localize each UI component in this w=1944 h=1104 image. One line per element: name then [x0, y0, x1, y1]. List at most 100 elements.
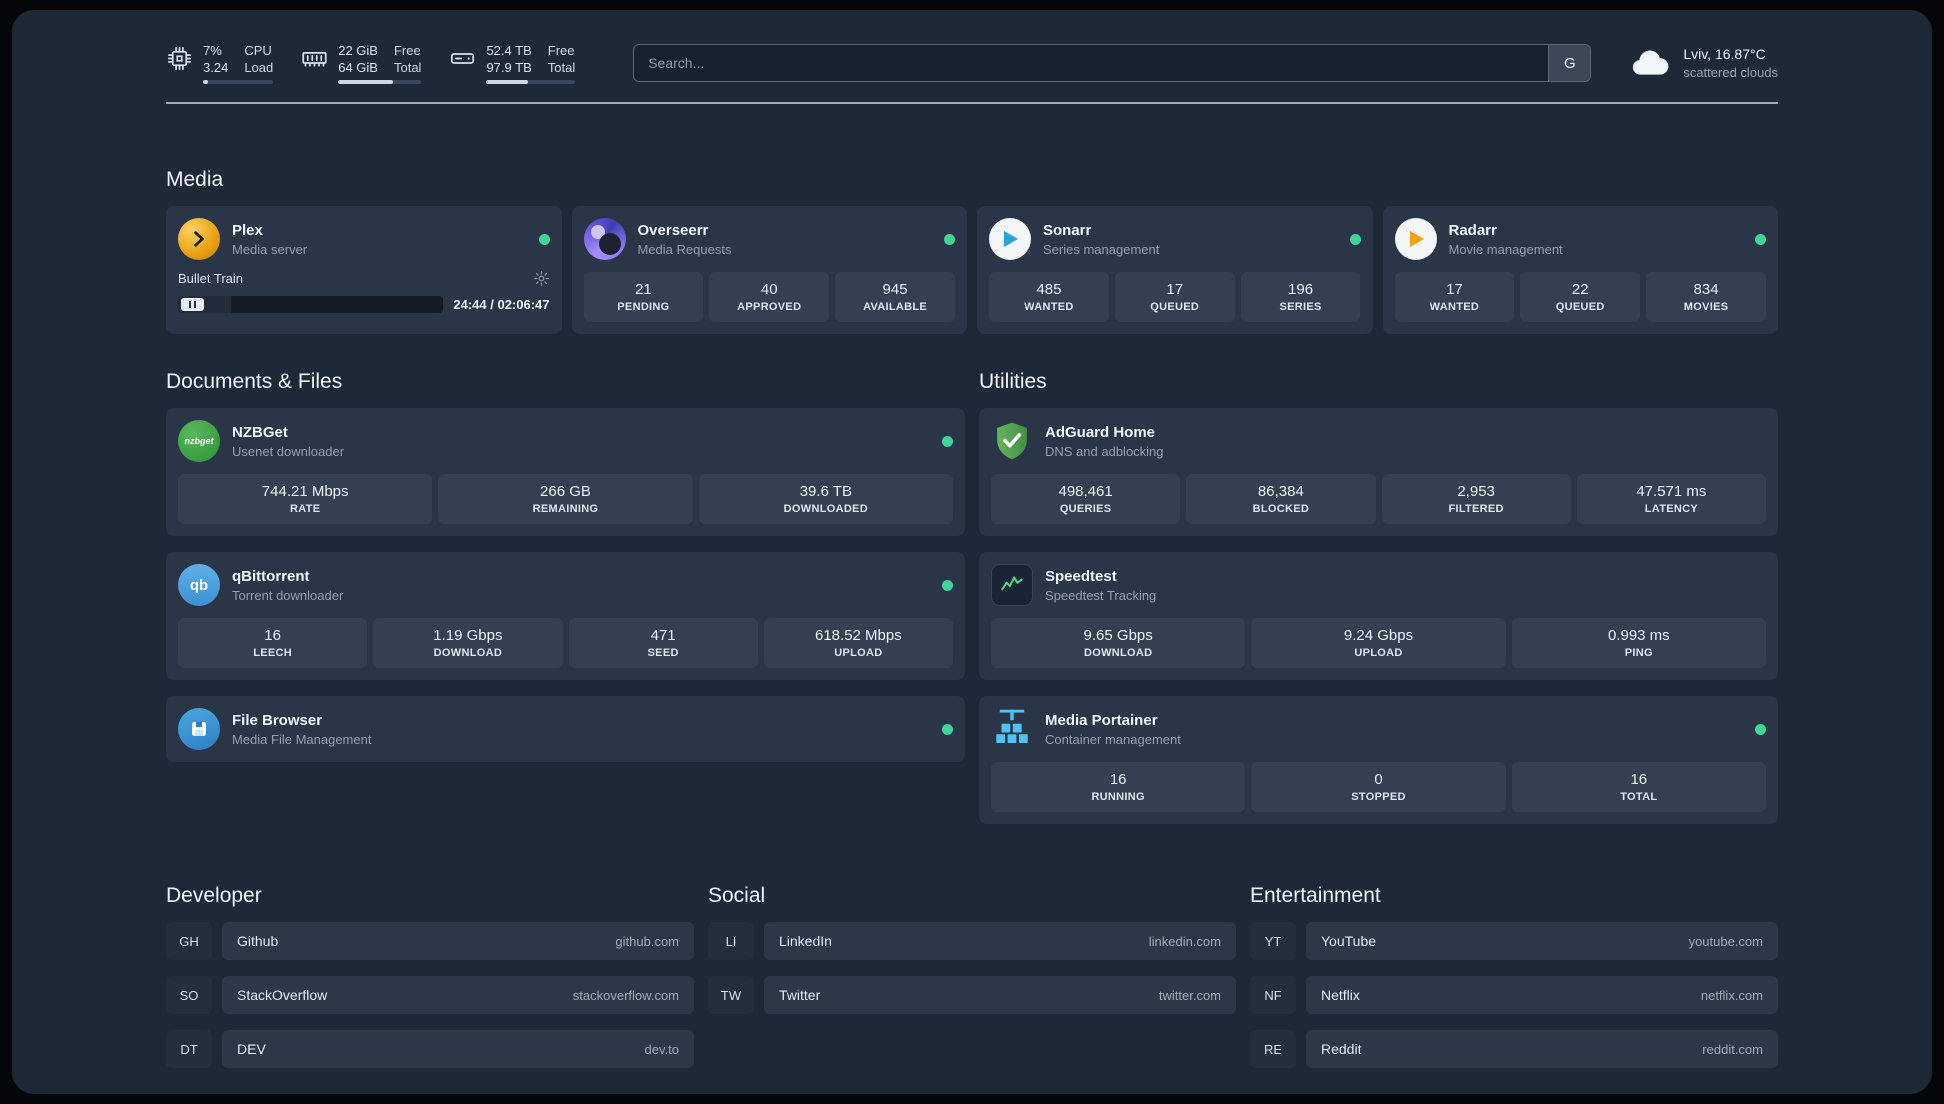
- overseerr-icon: [583, 218, 626, 260]
- stat-tile: 0 STOPPED: [1251, 762, 1506, 812]
- stat-tile: 86,384 BLOCKED: [1186, 474, 1376, 524]
- service-description: Torrent downloader: [232, 587, 344, 603]
- disk-total-value: 97.9 TB: [486, 60, 532, 75]
- service-name: Plex: [232, 221, 263, 239]
- service-card-radarr[interactable]: Radarr Movie management 17 WANTED 22 QUEUE…: [1382, 206, 1778, 334]
- disk-icon: [449, 45, 476, 72]
- service-card-sonarr[interactable]: Sonarr Series management 485 WANTED 17 QUE…: [977, 206, 1373, 334]
- playback-progress-bar[interactable]: [178, 296, 444, 313]
- bookmark-url: github.com: [615, 933, 679, 949]
- service-name: Speedtest: [1045, 567, 1117, 585]
- service-card-qbittorrent[interactable]: qb qBittorrent Torrent downloader 16 LEEC…: [166, 552, 965, 680]
- bookmark-abbr: NF: [1250, 976, 1296, 1014]
- cpu-load-value: 3.24: [203, 60, 229, 75]
- status-dot: [944, 233, 955, 245]
- stat-tile: 22 QUEUED: [1520, 272, 1641, 322]
- cpu-label: CPU: [244, 43, 272, 58]
- service-card-adguard[interactable]: AdGuard Home DNS and adblocking 498,461 Q…: [979, 408, 1778, 536]
- stat-tile: 0.993 ms PING: [1511, 618, 1766, 668]
- bookmark-abbr: DT: [166, 1030, 212, 1068]
- stat-tile: 618.52 Mbps UPLOAD: [763, 618, 953, 668]
- bookmark-abbr: LI: [708, 922, 754, 960]
- search-bar: G: [633, 44, 1592, 82]
- bookmark-url: reddit.com: [1702, 1041, 1763, 1057]
- stat-tile: 2,953 FILTERED: [1381, 474, 1571, 524]
- service-card-nzbget[interactable]: nzbget NZBGet Usenet downloader 744.21 M…: [166, 408, 965, 536]
- stat-tile: 17 QUEUED: [1114, 272, 1235, 322]
- status-dot: [942, 723, 953, 735]
- bookmark-name: StackOverflow: [237, 987, 328, 1003]
- stat-tile: 9.24 Gbps UPLOAD: [1251, 618, 1506, 668]
- bookmark-dev[interactable]: DT DEV dev.to: [166, 1030, 694, 1068]
- bookmark-reddit[interactable]: RE Reddit reddit.com: [1250, 1030, 1778, 1068]
- stat-tile: 498,461 QUERIES: [991, 474, 1181, 524]
- bookmark-abbr: GH: [166, 922, 212, 960]
- sonarr-icon: [989, 218, 1031, 260]
- gear-icon[interactable]: [533, 270, 550, 287]
- cpu-load-label: Load: [244, 60, 274, 75]
- service-card-filebrowser[interactable]: File Browser Media File Management: [166, 696, 965, 762]
- bookmark-name: Netflix: [1321, 987, 1360, 1003]
- stat-tile: 39.6 TB DOWNLOADED: [698, 474, 953, 524]
- stat-tile: 21 PENDING: [583, 272, 704, 322]
- disk-widget: 52.4 TB Free 97.9 TB Total: [449, 42, 576, 84]
- pause-icon[interactable]: [181, 298, 204, 311]
- bookmark-url: linkedin.com: [1148, 933, 1221, 949]
- bookmark-url: dev.to: [644, 1041, 679, 1057]
- status-dot: [1349, 233, 1361, 245]
- bookmark-abbr: YT: [1250, 922, 1296, 960]
- bookmark-name: Reddit: [1321, 1041, 1362, 1057]
- search-input[interactable]: [634, 45, 1549, 81]
- section-title-developer: Developer: [166, 884, 262, 907]
- section-title-entertainment: Entertainment: [1250, 884, 1381, 907]
- topbar-divider: [166, 102, 1778, 104]
- service-name: qBittorrent: [232, 567, 310, 585]
- plex-icon: [178, 218, 220, 260]
- qbittorrent-icon: qb: [178, 564, 220, 606]
- portainer-icon: [991, 708, 1033, 750]
- service-name: Sonarr: [1043, 221, 1092, 239]
- bookmark-url: netflix.com: [1700, 987, 1763, 1003]
- stat-tile: 1.19 Gbps DOWNLOAD: [373, 618, 563, 668]
- disk-progress-bar: [486, 80, 576, 84]
- status-dot: [1755, 233, 1766, 245]
- stat-tile: 196 SERIES: [1240, 272, 1361, 322]
- search-provider-button[interactable]: G: [1548, 45, 1591, 81]
- adguard-icon: [991, 420, 1033, 462]
- memory-widget: 22 GiB Free 64 GiB Total: [301, 42, 422, 84]
- service-card-portainer[interactable]: Media Portainer Container management 16 R…: [979, 696, 1778, 824]
- bookmark-url: stackoverflow.com: [572, 987, 679, 1003]
- bookmark-github[interactable]: GH Github github.com: [166, 922, 694, 960]
- speedtest-icon: [991, 564, 1033, 606]
- stat-tile: 266 GB REMAINING: [438, 474, 693, 524]
- status-dot: [1755, 723, 1766, 735]
- service-description: Series management: [1043, 241, 1160, 257]
- stat-tile: 471 SEED: [568, 618, 758, 668]
- status-dot: [942, 435, 953, 447]
- bookmark-abbr: TW: [708, 976, 754, 1014]
- service-description: Media server: [232, 241, 308, 257]
- bookmark-twitter[interactable]: TW Twitter twitter.com: [708, 976, 1236, 1014]
- bookmark-linkedin[interactable]: LI LinkedIn linkedin.com: [708, 922, 1236, 960]
- service-card-overseerr[interactable]: Overseerr Media Requests 21 PENDING 40 APP…: [571, 206, 967, 334]
- bookmark-name: Twitter: [779, 987, 821, 1003]
- dashboard: 7% CPU 3.24 Load 22: [12, 10, 1932, 1094]
- bookmark-netflix[interactable]: NF Netflix netflix.com: [1250, 976, 1778, 1014]
- cpu-progress-bar: [203, 80, 274, 84]
- service-card-plex[interactable]: Plex Media server Bullet Train: [166, 206, 562, 334]
- bookmark-stackoverflow[interactable]: SO StackOverflow stackoverflow.com: [166, 976, 694, 1014]
- bookmark-url: youtube.com: [1688, 933, 1763, 949]
- now-playing-title: Bullet Train: [178, 271, 244, 286]
- status-dot: [538, 233, 550, 245]
- cpu-usage: 7%: [203, 43, 222, 58]
- cloud-icon: [1629, 47, 1671, 79]
- bookmark-group-social: Social LI LinkedIn linkedin.com TW Twitt…: [708, 884, 1236, 1014]
- service-card-speedtest[interactable]: Speedtest Speedtest Tracking 9.65 Gbps DO…: [979, 552, 1778, 680]
- memory-free-label: Free: [393, 43, 421, 58]
- cpu-icon: [166, 45, 193, 72]
- stat-tile: 17 WANTED: [1394, 272, 1515, 322]
- section-title-utilities: Utilities: [979, 370, 1047, 393]
- bookmark-youtube[interactable]: YT YouTube youtube.com: [1250, 922, 1778, 960]
- stat-tile: 47.571 ms LATENCY: [1576, 474, 1766, 524]
- weather-location: Lviv, 16.87°C: [1683, 46, 1766, 62]
